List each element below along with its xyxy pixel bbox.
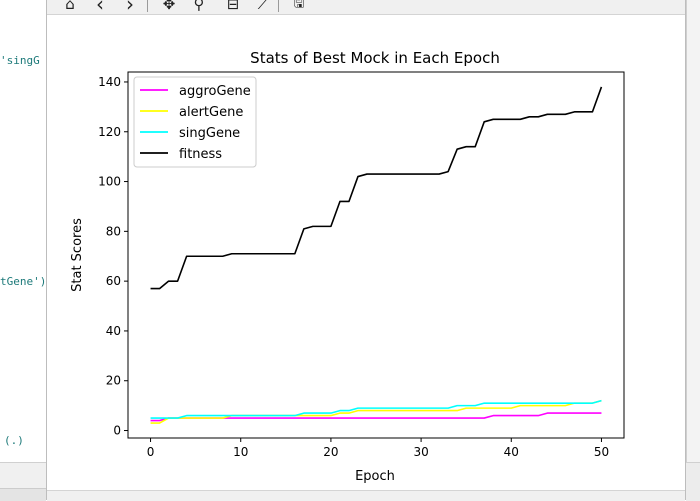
x-tick-label: 0 [147,445,155,459]
x-tick-label: 30 [413,445,428,459]
code-fragment: (.) [4,434,24,447]
y-axis-label: Stat Scores [70,218,85,292]
y-tick-label: 0 [113,424,121,438]
y-tick-label: 20 [106,374,121,388]
background-window-edge [686,0,700,500]
x-tick-label: 40 [504,445,519,459]
y-tick-label: 120 [98,125,121,139]
forward-icon[interactable]: › [126,0,134,16]
toolbar-separator [147,0,148,12]
y-tick-label: 80 [106,224,121,238]
series-line-aggroGene [150,412,602,422]
edit-axis-icon[interactable]: ⟋ [257,0,269,13]
code-fragment: 'singG [0,54,40,67]
figure-toolbar: ⌂ ‹ › ✥ ⚲ ⊟ ⟋ 🖫 [47,0,685,15]
home-icon[interactable]: ⌂ [65,0,75,13]
code-fragment: tGene') [0,275,47,288]
back-icon[interactable]: ‹ [96,0,104,16]
series-line-singGene [150,399,602,419]
line-chart: Stats of Best Mock in Each Epoch 0 10 20 30… [70,49,625,484]
y-tick-label: 40 [106,324,121,338]
zoom-icon[interactable]: ⚲ [193,0,205,13]
code-editor-panel: 'singG tGene') (.) [0,0,46,500]
legend-label: aggroGene [179,84,251,99]
pan-icon[interactable]: ✥ [162,0,176,13]
legend-box [133,76,257,168]
legend-label: singGene [179,126,240,141]
x-tick-label: 50 [594,445,609,459]
legend-label: alertGene [179,105,243,120]
y-tick-label: 140 [98,75,121,89]
y-tick-label: 100 [98,175,121,189]
toolbar-separator [278,0,279,12]
configure-subplots-icon[interactable]: ⊟ [226,0,240,13]
legend: aggroGene alertGene singGene fitness [133,76,257,168]
figure-status-bar [47,490,685,501]
chart-title: Stats of Best Mock in Each Epoch [250,49,500,67]
figure-window: ⌂ ‹ › ✥ ⚲ ⊟ ⟋ 🖫 Stats of Best Mock in Ea… [46,0,686,501]
save-icon[interactable]: 🖫 [293,0,305,11]
background-window-footer [686,462,700,501]
editor-status-bar [0,488,46,501]
series-line-fitness [150,86,603,290]
x-axis-label: Epoch [355,469,395,484]
legend-label: fitness [179,147,222,162]
y-tick-label: 60 [106,274,121,288]
x-tick-label: 20 [323,445,338,459]
series-line-alertGene [150,399,602,424]
x-tick-label: 10 [233,445,248,459]
